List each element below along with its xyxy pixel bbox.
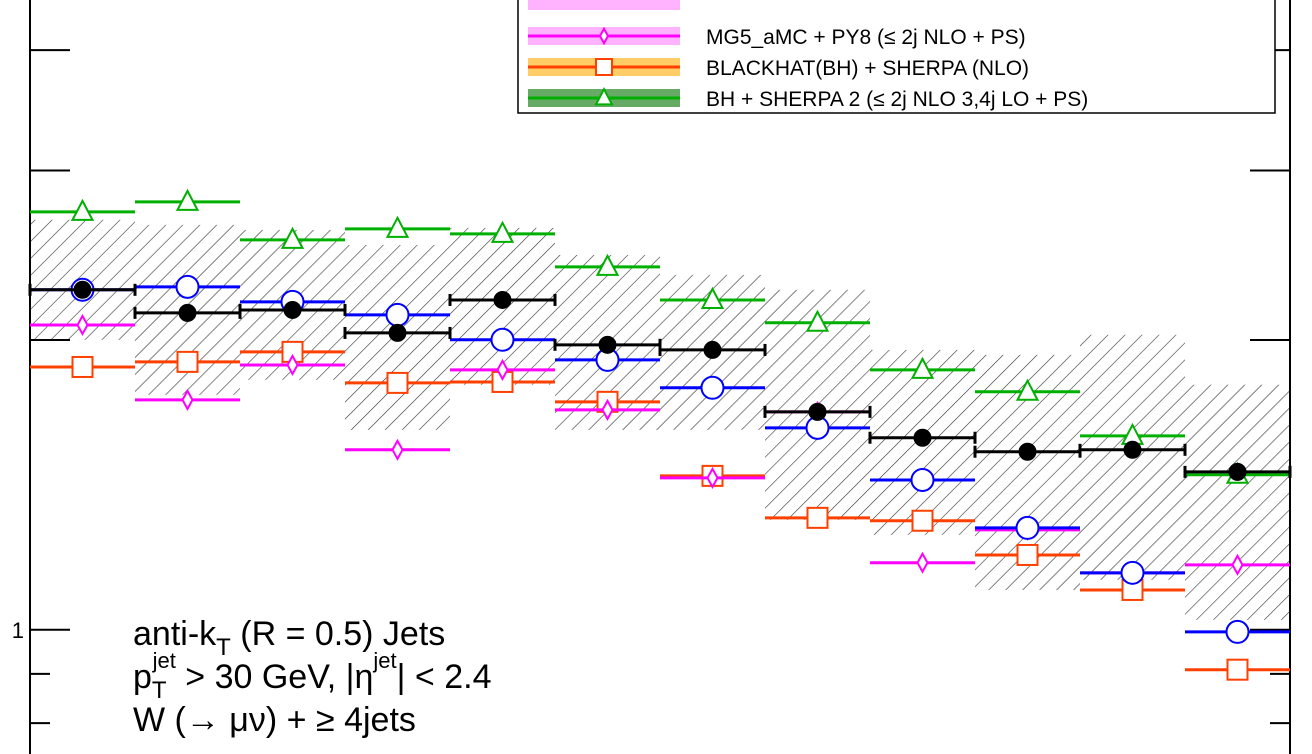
marker	[385, 302, 410, 327]
marker	[76, 313, 89, 337]
marker	[916, 551, 929, 574]
marker	[1120, 560, 1145, 585]
marker	[1015, 378, 1040, 401]
annotation-part: W (→ μν) + ≥ 4jets	[133, 701, 416, 739]
annotation: W (→ μν) + ≥ 4jets	[133, 701, 416, 739]
marker	[71, 355, 94, 378]
legend-label: BLACKHAT(BH) + SHERPA (NLO)	[706, 57, 1029, 80]
marker	[703, 340, 722, 359]
legend-label: BH + SHERPA 2 (≤ 2j NLO 3,4j LO + PS)	[706, 88, 1088, 111]
marker	[1018, 442, 1037, 461]
marker	[595, 58, 613, 76]
annotation: pTjet > 30 GeV, |ηjet| < 2.4	[133, 648, 492, 704]
marker	[286, 353, 299, 377]
marker	[700, 286, 725, 309]
marker	[1231, 553, 1244, 576]
annotation-part: T	[152, 677, 167, 704]
marker	[598, 26, 610, 46]
annotation-part: jet	[372, 648, 396, 673]
marker	[386, 371, 409, 394]
marker	[178, 303, 197, 322]
legend-label: MG5_aMC + PY8 (≤ 2j NLO + PS)	[706, 26, 1026, 49]
marker	[280, 226, 305, 249]
annotation: anti-kT (R = 0.5) Jets	[133, 615, 445, 661]
marker	[1225, 619, 1250, 644]
marker	[73, 280, 92, 299]
annotation-part: (R = 0.5) Jets	[231, 615, 445, 653]
marker	[1016, 543, 1039, 566]
marker	[493, 290, 512, 309]
marker	[910, 467, 935, 492]
plot-area	[30, 219, 1290, 620]
annotation-part: anti-k	[133, 615, 217, 653]
annotation-part: p	[133, 658, 152, 696]
legend: MG5_aMC + PY8 (≤ 2j NLO + PS) BLACKHAT(BH…	[517, 0, 1276, 114]
marker	[594, 87, 614, 106]
marker	[176, 350, 199, 373]
annotation-part: jet	[152, 648, 176, 673]
marker	[1015, 515, 1040, 540]
marker	[490, 327, 515, 352]
annotation-part: T	[216, 634, 231, 661]
marker	[283, 300, 302, 319]
marker	[388, 323, 407, 342]
marker	[175, 274, 200, 299]
marker	[700, 375, 725, 400]
marker	[1226, 658, 1249, 681]
marker	[601, 398, 614, 421]
marker	[391, 438, 404, 461]
marker	[598, 335, 617, 354]
marker	[910, 356, 935, 379]
marker	[706, 466, 719, 489]
marker	[490, 220, 515, 243]
marker	[385, 215, 410, 238]
annotation-part: | < 2.4	[397, 658, 492, 696]
marker	[911, 509, 934, 532]
marker	[1228, 462, 1247, 481]
marker	[808, 402, 827, 421]
marker	[805, 309, 830, 332]
legend-band	[528, 0, 680, 10]
marker	[181, 388, 194, 411]
annotation-part: > 30 GeV, |η	[176, 658, 374, 696]
marker	[70, 198, 95, 221]
y-tick-label: 1	[12, 618, 24, 643]
marker	[1123, 440, 1142, 459]
marker	[496, 358, 509, 381]
frame	[29, 0, 1291, 754]
marker	[595, 253, 620, 276]
marker	[913, 428, 932, 447]
marker	[175, 188, 200, 211]
uncertainty-band	[1185, 384, 1290, 620]
marker	[806, 506, 829, 529]
